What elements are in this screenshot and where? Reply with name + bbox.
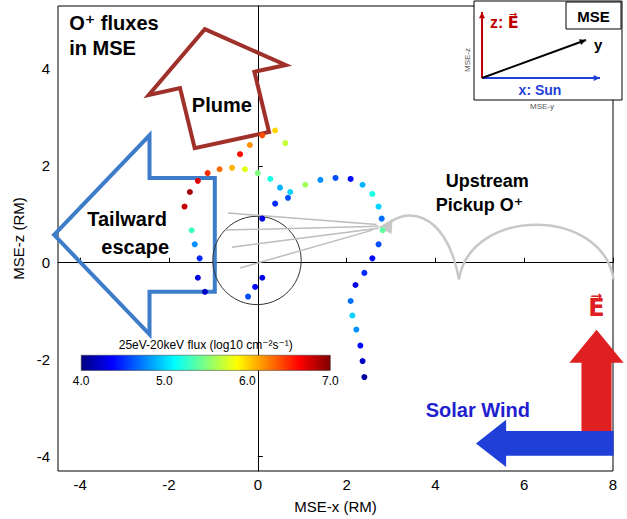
svg-text:E⃗: E⃗	[588, 293, 604, 321]
svg-text:x: Sun: x: Sun	[519, 82, 562, 98]
svg-text:O⁺ fluxes: O⁺ fluxes	[69, 12, 158, 34]
svg-text:MSE-x (RM): MSE-x (RM)	[294, 498, 377, 515]
svg-text:6: 6	[520, 476, 528, 493]
svg-text:7.0: 7.0	[322, 374, 339, 388]
svg-text:Upstream: Upstream	[446, 171, 529, 191]
svg-text:2: 2	[42, 157, 50, 174]
svg-text:4: 4	[42, 60, 50, 77]
svg-text:Tailward: Tailward	[87, 208, 167, 230]
svg-text:MSE-z: MSE-z	[463, 48, 472, 72]
svg-text:2: 2	[342, 476, 350, 493]
svg-text:-4: -4	[74, 476, 87, 493]
svg-text:25eV-20keV flux (log10 cm⁻²s⁻¹: 25eV-20keV flux (log10 cm⁻²s⁻¹)	[119, 338, 293, 352]
svg-text:MSE: MSE	[577, 8, 610, 25]
svg-text:-4: -4	[37, 448, 50, 465]
svg-text:4.0: 4.0	[73, 374, 90, 388]
svg-text:Pickup O⁺: Pickup O⁺	[436, 195, 524, 215]
svg-text:5.0: 5.0	[156, 374, 173, 388]
svg-text:escape: escape	[101, 236, 169, 258]
svg-text:0: 0	[42, 254, 50, 271]
svg-text:z: E⃗: z: E⃗	[490, 12, 519, 31]
svg-text:MSE-y: MSE-y	[530, 102, 554, 111]
svg-text:0: 0	[254, 476, 262, 493]
svg-text:Plume: Plume	[192, 94, 252, 116]
svg-text:MSE-z (RM): MSE-z (RM)	[10, 197, 27, 280]
svg-text:-2: -2	[162, 476, 175, 493]
svg-text:6.0: 6.0	[239, 374, 256, 388]
svg-text:Solar Wind: Solar Wind	[426, 399, 530, 421]
svg-text:in MSE: in MSE	[69, 37, 136, 59]
svg-text:-2: -2	[37, 351, 50, 368]
svg-text:8: 8	[609, 476, 617, 493]
svg-text:y: y	[594, 36, 603, 53]
svg-text:4: 4	[431, 476, 439, 493]
